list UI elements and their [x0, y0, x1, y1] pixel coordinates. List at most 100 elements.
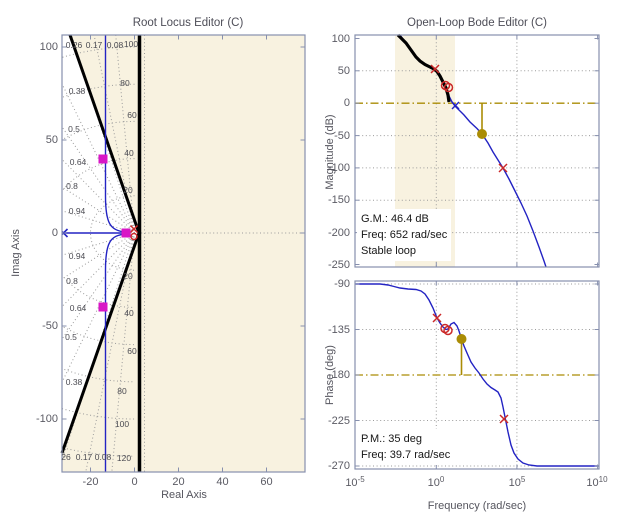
natural-frequency-label: 20 — [123, 271, 133, 281]
damping-ratio-label: 0.64 — [69, 157, 87, 167]
phase-ytick-label: -135 — [327, 323, 350, 336]
damping-ratio-label: 0.08 — [106, 40, 124, 50]
natural-frequency-label: 80 — [117, 386, 127, 396]
natural-frequency-label: 100 — [123, 39, 139, 49]
rl-ytick-label: -100 — [35, 413, 58, 425]
mag-ytick-label: -100 — [327, 161, 350, 174]
root-locus-branch[interactable] — [104, 35, 127, 233]
damping-ratio-label: 0.94 — [68, 206, 86, 216]
bode-editor-title: Open-Loop Bode Editor (C) — [407, 17, 547, 29]
natural-frequency-label: 80 — [120, 78, 130, 88]
rl-ytick-label: 100 — [39, 41, 58, 53]
pm-freq: Freq: 39.7 rad/sec — [361, 449, 451, 461]
magnitude-requirement-segment[interactable] — [396, 33, 451, 103]
compensator-pole-marker[interactable] — [498, 163, 508, 173]
natural-frequency-label: 60 — [127, 346, 137, 356]
damping-ratio-label: 0.64 — [69, 303, 87, 313]
imag-axis-label: Imag Axis — [10, 229, 22, 277]
damping-ratio-label: 0.8 — [66, 276, 78, 286]
phase-margin-text: P.M.: 35 deg Freq: 39.7 rad/sec — [357, 429, 455, 465]
damping-ratio-label: 0.8 — [66, 181, 78, 191]
mag-ytick-label: 50 — [337, 64, 350, 77]
natural-frequency-arc — [62, 158, 135, 308]
phase-ytick-label: -270 — [327, 460, 350, 472]
closed-loop-pole-handle[interactable] — [98, 154, 108, 164]
damping-ratio-label: 0.17 — [75, 452, 93, 462]
axis-ticks — [62, 35, 305, 472]
root-locus-plot — [60, 34, 306, 473]
requirement-region-lower — [62, 237, 138, 472]
mag-ytick-label: -50 — [334, 129, 350, 142]
damping-ratio-label: 0.94 — [68, 251, 86, 261]
root-locus-title: Root Locus Editor (C) — [132, 17, 244, 29]
damping-ratio-label: 0.5 — [68, 124, 80, 134]
natural-frequency-label: 60 — [127, 110, 137, 120]
rl-xtick-label: 20 — [172, 476, 185, 488]
freq-xtick-label: 1010 — [586, 475, 608, 489]
compensator-pole-marker[interactable] — [499, 414, 509, 424]
gm-freq: Freq: 652 rad/sec — [361, 229, 448, 241]
rl-xtick-label: -20 — [82, 476, 99, 488]
damping-ratio-label: 26 — [61, 452, 71, 462]
compensator-pole-marker[interactable] — [430, 64, 440, 74]
damping-ratio-ray — [62, 232, 135, 256]
mag-ytick-label: -200 — [327, 226, 350, 239]
damping-ratio-label: 0.5 — [65, 332, 77, 342]
rl-xtick-label: 60 — [260, 476, 273, 488]
freq-xtick-label: 100 — [427, 475, 445, 489]
requirement-bound-damping[interactable] — [60, 232, 141, 454]
natural-frequency-label: 120 — [116, 453, 132, 463]
bode-phase-axes-border — [354, 280, 600, 470]
natural-frequency-label: 20 — [123, 185, 133, 195]
phase-ytick-label: -225 — [327, 414, 350, 427]
compensator-zero-marker[interactable] — [443, 325, 453, 336]
phase-ytick-label: -180 — [327, 369, 350, 381]
gain-margin-marker[interactable] — [477, 129, 487, 139]
damping-ratio-label: 0.17 — [85, 40, 103, 50]
rl-ytick-label: 0 — [51, 227, 58, 239]
compensator-pole-marker[interactable] — [129, 224, 139, 234]
damping-ratio-label: 0.08 — [94, 452, 112, 462]
magnitude-axis-label: Magnitude (dB) — [324, 114, 336, 190]
phase-ytick-label: -90 — [334, 278, 350, 290]
requirement-bound-damping[interactable] — [68, 34, 141, 234]
rl-ytick-label: -50 — [42, 320, 58, 332]
natural-frequency-arc — [90, 195, 135, 271]
mag-ytick-label: -150 — [327, 194, 350, 207]
mag-ytick-label: 0 — [343, 97, 350, 110]
damping-ratio-label: 0.26 — [65, 40, 83, 50]
crossover-marker[interactable] — [451, 101, 460, 110]
compensator-pole-marker[interactable] — [432, 313, 442, 323]
bode-mag-grid — [355, 35, 599, 267]
freq-xtick-label: 10-5 — [345, 475, 365, 489]
damping-ratio-label: 0.38 — [68, 86, 86, 96]
closed-loop-pole-handle[interactable] — [98, 302, 108, 312]
root-locus-branch[interactable] — [104, 233, 127, 472]
damping-ratio-label: 0.38 — [65, 377, 83, 387]
closed-loop-pole-handle[interactable] — [121, 228, 131, 238]
natural-frequency-label: 100 — [114, 419, 130, 429]
rl-xtick-label: 0 — [131, 476, 138, 488]
phase-margin-marker[interactable] — [456, 334, 467, 344]
mag-ytick-label: -250 — [327, 258, 350, 271]
compensator-zero-marker[interactable] — [130, 232, 138, 241]
gain-margin-text: G.M.: 46.4 dB Freq: 652 rad/sec Stable l… — [357, 209, 452, 261]
compensator-zero-marker[interactable] — [443, 82, 454, 93]
gm-value: G.M.: 46.4 dB — [361, 213, 429, 225]
natural-frequency-arc — [62, 120, 135, 346]
freq-xtick-label: 105 — [508, 475, 526, 489]
rl-xtick-label: 40 — [216, 476, 229, 488]
damping-ratio-ray — [62, 210, 135, 234]
rl-ytick-label: 50 — [45, 134, 58, 146]
root-locus-axes-border — [61, 34, 306, 473]
bode-mag-axes-border — [354, 34, 600, 268]
pm-value: P.M.: 35 deg — [361, 433, 422, 445]
frequency-axis-label: Frequency (rad/sec) — [427, 500, 527, 512]
natural-frequency-label: 40 — [124, 148, 134, 158]
real-axis-label: Real Axis — [161, 489, 207, 501]
requirement-region-right — [138, 35, 305, 472]
stability-status: Stable loop — [361, 245, 417, 257]
mag-ytick-label: 100 — [331, 32, 350, 45]
